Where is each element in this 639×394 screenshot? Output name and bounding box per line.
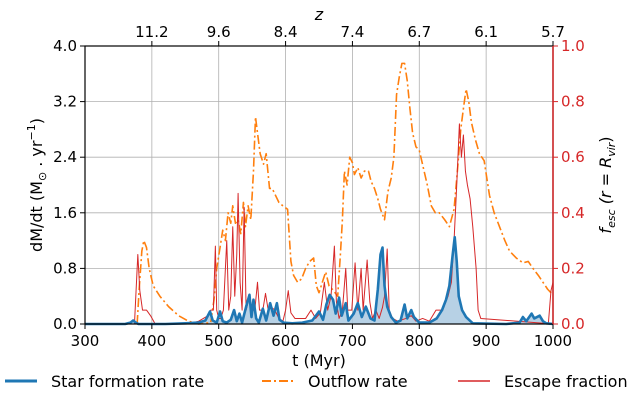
x-tick-label-2: 500	[204, 332, 233, 350]
legend: Star formation rate Outflow rate Escape fr…	[5, 372, 628, 391]
top-tick-label-0: 11.2	[135, 23, 168, 41]
y-left-tick-label-5: 4.0	[53, 37, 77, 55]
top-axis-title: z	[314, 5, 324, 24]
y-left-tick-label-2: 1.6	[53, 204, 77, 222]
series-layer	[85, 62, 554, 326]
y-left-title-part-3: . yr	[27, 140, 46, 172]
top-tick-label-3: 7.4	[340, 23, 364, 41]
top-tick-label-4: 6.7	[407, 23, 431, 41]
y-left-title-part-1: dM/dt (M	[27, 181, 46, 252]
y-left-title-part-2: ⊙	[36, 172, 49, 181]
y-left-axis-title: dM/dt (M⊙ . yr−1)	[25, 118, 49, 252]
top-tick-label-1: 9.6	[207, 23, 231, 41]
y-right-title-part-3: (r = R	[596, 157, 615, 210]
y-right-title-part-1: f	[596, 226, 615, 234]
y-left-title-part-4: −1	[25, 124, 38, 140]
y-left-tick-label-4: 3.2	[53, 93, 77, 111]
y-left-tick-label-0: 0.0	[53, 315, 77, 333]
axes: 300 400 500 600 700 800 900 10000.00.81.62.43.2…	[53, 23, 585, 350]
top-tick-label-6: 5.7	[541, 23, 565, 41]
y-right-tick-label-5: 1.0	[561, 37, 585, 55]
legend-label-0: Star formation rate	[51, 372, 204, 391]
y-left-tick-label-3: 2.4	[53, 148, 77, 166]
y-right-tick-label-3: 0.6	[561, 148, 585, 166]
series-1-line	[136, 62, 554, 325]
x-tick-label-4: 700	[338, 332, 367, 350]
x-axis-title: t (Myr)	[292, 351, 346, 370]
x-tick-label-1: 400	[138, 332, 167, 350]
series-0-line	[85, 235, 554, 326]
x-tick-label-0: 300	[71, 332, 100, 350]
y-right-tick-label-1: 0.2	[561, 259, 585, 277]
x-tick-label-3: 600	[271, 332, 300, 350]
y-right-axis-title: fesc (r = Rvir)	[596, 136, 618, 233]
y-right-title-part-4: vir	[605, 141, 618, 157]
legend-label-2: Escape fraction	[504, 372, 628, 391]
x-tick-label-7: 1000	[534, 332, 572, 350]
top-tick-label-2: 8.4	[274, 23, 298, 41]
x-tick-label-6: 900	[472, 332, 501, 350]
y-right-tick-label-4: 0.8	[561, 93, 585, 111]
y-left-tick-label-1: 0.8	[53, 259, 77, 277]
top-tick-label-5: 6.1	[474, 23, 498, 41]
legend-label-1: Outflow rate	[308, 372, 408, 391]
y-right-title-part-5: )	[596, 136, 615, 142]
y-right-title-part-2: esc	[605, 209, 618, 228]
y-right-tick-label-2: 0.4	[561, 204, 585, 222]
y-left-title-part-5: )	[27, 118, 46, 124]
y-right-tick-label-0: 0.0	[561, 315, 585, 333]
x-tick-label-5: 800	[405, 332, 434, 350]
